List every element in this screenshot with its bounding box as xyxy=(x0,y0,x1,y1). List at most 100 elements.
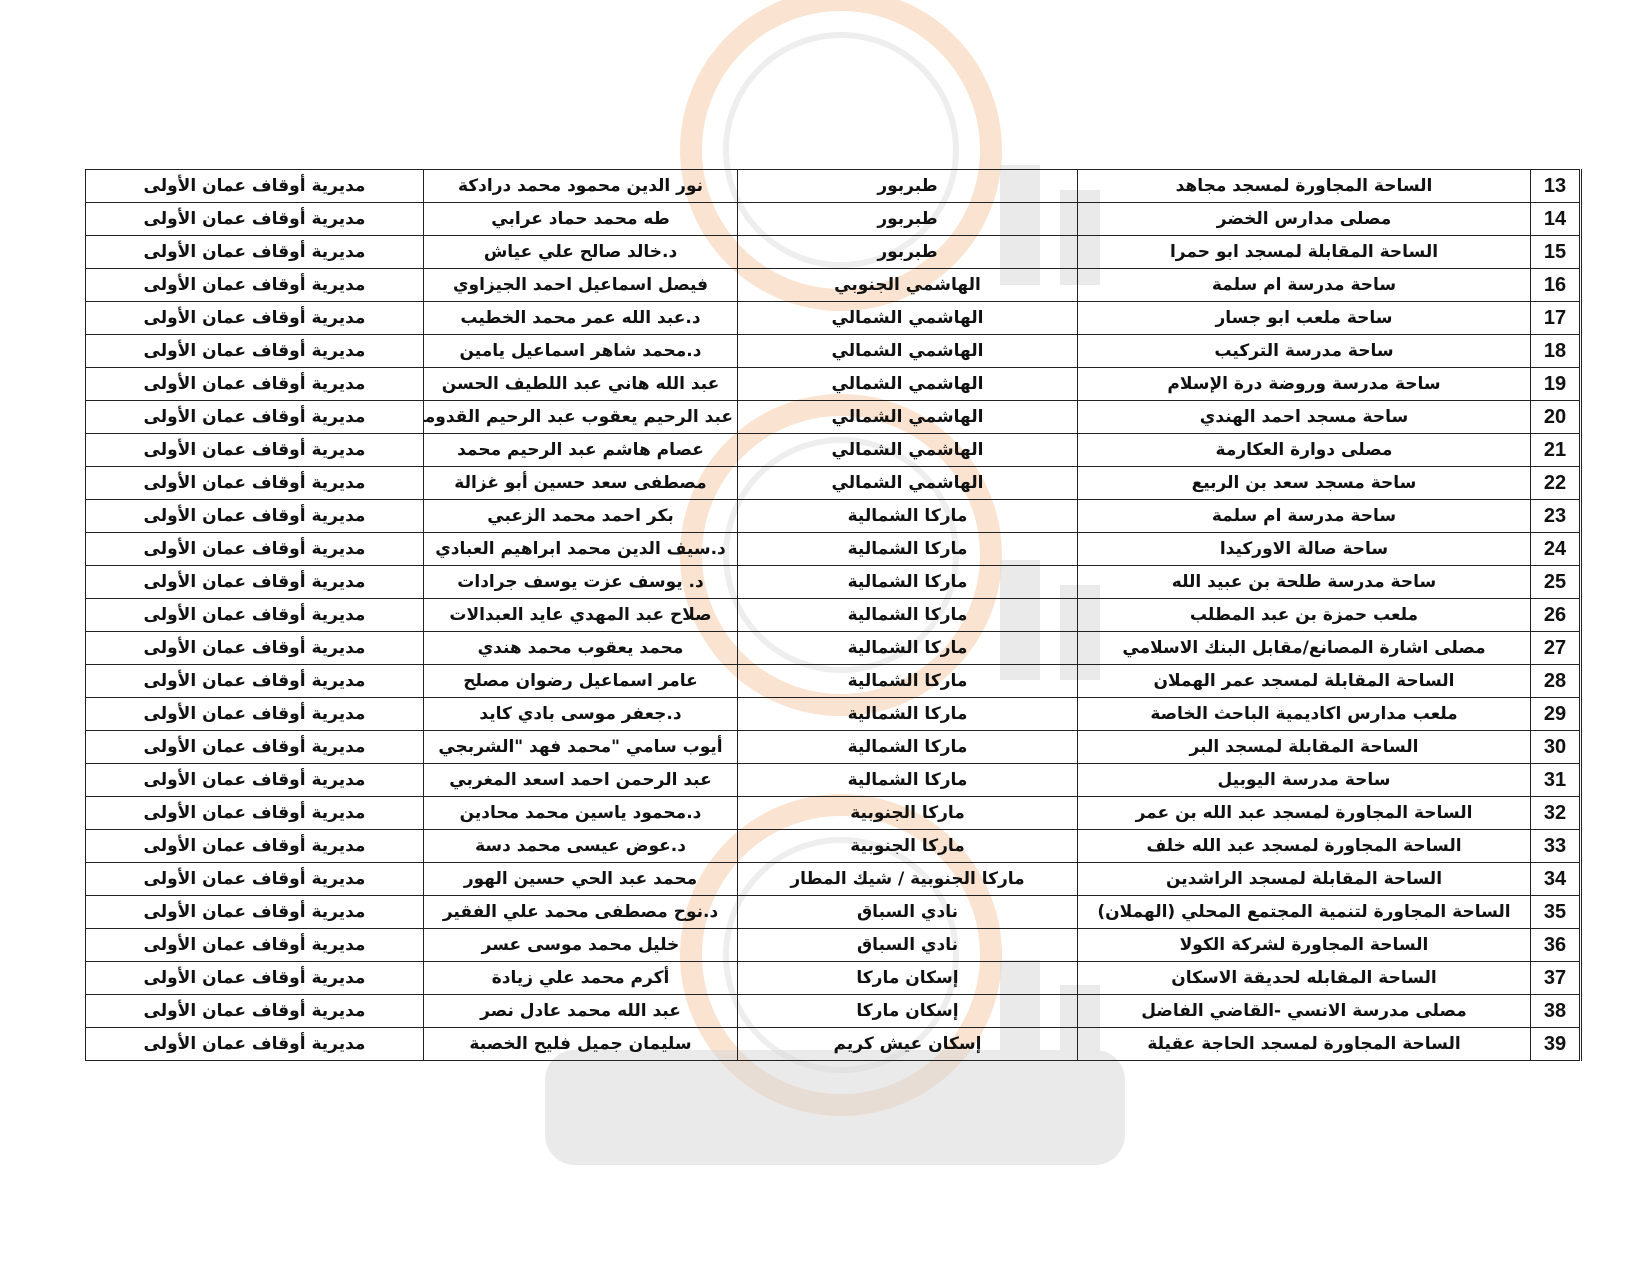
area-cell: ماركا الشمالية xyxy=(737,730,1078,764)
location-cell: ملعب حمزة بن عبد المطلب xyxy=(1077,598,1531,632)
directorate-cell: مديرية أوقاف عمان الأولى xyxy=(85,565,424,599)
location-cell: مصلى مدارس الخضر xyxy=(1077,202,1531,236)
assignments-table: 13 الساحة المجاورة لمسجد مجاهد طبربور نور ا… xyxy=(85,169,1582,1061)
preacher-name-cell: د. يوسف عزت يوسف جرادات xyxy=(423,565,738,599)
location-cell: مصلى مدرسة الانسي -القاضي الفاضل xyxy=(1077,994,1531,1028)
row-number: 33 xyxy=(1530,829,1581,863)
table-row: 32 الساحة المجاورة لمسجد عبد الله بن عمر م… xyxy=(85,796,1581,830)
directorate-cell: مديرية أوقاف عمان الأولى xyxy=(85,796,424,830)
row-number: 28 xyxy=(1530,664,1581,698)
location-cell: ساحة صالة الاوركيدا xyxy=(1077,532,1531,566)
area-cell: ماركا الشمالية xyxy=(737,598,1078,632)
area-cell: ماركا الشمالية xyxy=(737,763,1078,797)
area-cell: الهاشمي الشمالي xyxy=(737,433,1078,467)
directorate-cell: مديرية أوقاف عمان الأولى xyxy=(85,730,424,764)
row-number: 18 xyxy=(1530,334,1581,368)
directorate-cell: مديرية أوقاف عمان الأولى xyxy=(85,301,424,335)
preacher-name-cell: د.عبد الله عمر محمد الخطيب xyxy=(423,301,738,335)
row-number: 19 xyxy=(1530,367,1581,401)
table-row: 34 الساحة المقابلة لمسجد الراشدين ماركا ال… xyxy=(85,862,1581,896)
row-number: 25 xyxy=(1530,565,1581,599)
location-cell: ساحة مدرسة ام سلمة xyxy=(1077,268,1531,302)
area-cell: طبربور xyxy=(737,202,1078,236)
table-row: 17 ساحة ملعب ابو جسار الهاشمي الشمالي د.عبد… xyxy=(85,301,1581,335)
row-number: 20 xyxy=(1530,400,1581,434)
row-number: 31 xyxy=(1530,763,1581,797)
directorate-cell: مديرية أوقاف عمان الأولى xyxy=(85,532,424,566)
area-cell: طبربور xyxy=(737,235,1078,269)
location-cell: ساحة ملعب ابو جسار xyxy=(1077,301,1531,335)
table-row: 31 ساحة مدرسة اليوبيل ماركا الشمالية عبد ال… xyxy=(85,763,1581,797)
area-cell: طبربور xyxy=(737,169,1078,203)
table-row: 20 ساحة مسجد احمد الهندي الهاشمي الشمالي عب… xyxy=(85,400,1581,434)
preacher-name-cell: خليل محمد موسى عسر xyxy=(423,928,738,962)
directorate-cell: مديرية أوقاف عمان الأولى xyxy=(85,598,424,632)
area-cell: الهاشمي الشمالي xyxy=(737,301,1078,335)
row-number: 30 xyxy=(1530,730,1581,764)
location-cell: ساحة مدرسة التركيب xyxy=(1077,334,1531,368)
directorate-cell: مديرية أوقاف عمان الأولى xyxy=(85,268,424,302)
preacher-name-cell: فيصل اسماعيل احمد الجيزاوي xyxy=(423,268,738,302)
area-cell: ماركا الشمالية xyxy=(737,499,1078,533)
preacher-name-cell: د.عوض عيسى محمد دسة xyxy=(423,829,738,863)
location-cell: الساحة المقابلة لمسجد الراشدين xyxy=(1077,862,1531,896)
row-number: 32 xyxy=(1530,796,1581,830)
preacher-name-cell: أيوب سامي "محمد فهد "الشربجي xyxy=(423,730,738,764)
area-cell: إسكان عيش كريم xyxy=(737,1027,1078,1061)
location-cell: ساحة مسجد احمد الهندي xyxy=(1077,400,1531,434)
location-cell: ملعب مدارس اكاديمية الباحث الخاصة xyxy=(1077,697,1531,731)
table-row: 33 الساحة المجاورة لمسجد عبد الله خلف مارك… xyxy=(85,829,1581,863)
area-cell: ماركا الجنوبية / شيك المطار xyxy=(737,862,1078,896)
table-row: 18 ساحة مدرسة التركيب الهاشمي الشمالي د.محم… xyxy=(85,334,1581,368)
row-number: 38 xyxy=(1530,994,1581,1028)
directorate-cell: مديرية أوقاف عمان الأولى xyxy=(85,664,424,698)
preacher-name-cell: د.سيف الدين محمد ابراهيم العبادي xyxy=(423,532,738,566)
preacher-name-cell: سليمان جميل فليح الخصبة xyxy=(423,1027,738,1061)
directorate-cell: مديرية أوقاف عمان الأولى xyxy=(85,334,424,368)
table-row: 16 ساحة مدرسة ام سلمة الهاشمي الجنوبي فيصل … xyxy=(85,268,1581,302)
table-row: 21 مصلى دوارة العكارمة الهاشمي الشمالي عصام… xyxy=(85,433,1581,467)
location-cell: الساحة المقابله لحديقة الاسكان xyxy=(1077,961,1531,995)
location-cell: ساحة مدرسة طلحة بن عبيد الله xyxy=(1077,565,1531,599)
table-row: 24 ساحة صالة الاوركيدا ماركا الشمالية د.سيف… xyxy=(85,532,1581,566)
location-cell: ساحة مدرسة وروضة درة الإسلام xyxy=(1077,367,1531,401)
preacher-name-cell: د.نوح مصطفى محمد علي الفقير xyxy=(423,895,738,929)
area-cell: الهاشمي الشمالي xyxy=(737,334,1078,368)
row-number: 13 xyxy=(1530,169,1581,203)
location-cell: الساحة المقابلة لمسجد عمر الهملان xyxy=(1077,664,1531,698)
directorate-cell: مديرية أوقاف عمان الأولى xyxy=(85,895,424,929)
area-cell: إسكان ماركا xyxy=(737,994,1078,1028)
table-row: 27 مصلى اشارة المصانع/مقابل البنك الاسلام… xyxy=(85,631,1581,665)
preacher-name-cell: صلاح عبد المهدي عايد العبدالات xyxy=(423,598,738,632)
location-cell: الساحة المجاورة لمسجد مجاهد xyxy=(1077,169,1531,203)
location-cell: مصلى دوارة العكارمة xyxy=(1077,433,1531,467)
table-row: 23 ساحة مدرسة ام سلمة ماركا الشمالية بكر اح… xyxy=(85,499,1581,533)
directorate-cell: مديرية أوقاف عمان الأولى xyxy=(85,763,424,797)
area-cell: ماركا الجنوبية xyxy=(737,796,1078,830)
location-cell: ساحة مدرسة اليوبيل xyxy=(1077,763,1531,797)
table-row: 15 الساحة المقابلة لمسجد ابو حمرا طبربور د.… xyxy=(85,235,1581,269)
preacher-name-cell: محمد يعقوب محمد هندي xyxy=(423,631,738,665)
row-number: 22 xyxy=(1530,466,1581,500)
row-number: 35 xyxy=(1530,895,1581,929)
table-row: 37 الساحة المقابله لحديقة الاسكان إسكان ما… xyxy=(85,961,1581,995)
preacher-name-cell: عبد الرحمن احمد اسعد المغربي xyxy=(423,763,738,797)
location-cell: الساحة المجاورة لمسجد الحاجة عقيلة xyxy=(1077,1027,1531,1061)
table-row: 36 الساحة المجاورة لشركة الكولا نادي السبا… xyxy=(85,928,1581,962)
location-cell: ساحة مدرسة ام سلمة xyxy=(1077,499,1531,533)
preacher-name-cell: د.خالد صالح علي عياش xyxy=(423,235,738,269)
area-cell: ماركا الشمالية xyxy=(737,532,1078,566)
location-cell: الساحة المجاورة لمسجد عبد الله خلف xyxy=(1077,829,1531,863)
location-cell: مصلى اشارة المصانع/مقابل البنك الاسلامي xyxy=(1077,631,1531,665)
directorate-cell: مديرية أوقاف عمان الأولى xyxy=(85,697,424,731)
table-row: 13 الساحة المجاورة لمسجد مجاهد طبربور نور ا… xyxy=(85,169,1581,203)
preacher-name-cell: د.محمود ياسين محمد محادين xyxy=(423,796,738,830)
directorate-cell: مديرية أوقاف عمان الأولى xyxy=(85,433,424,467)
directorate-cell: مديرية أوقاف عمان الأولى xyxy=(85,961,424,995)
location-cell: الساحة المقابلة لمسجد البر xyxy=(1077,730,1531,764)
directorate-cell: مديرية أوقاف عمان الأولى xyxy=(85,862,424,896)
area-cell: نادي السباق xyxy=(737,928,1078,962)
directorate-cell: مديرية أوقاف عمان الأولى xyxy=(85,202,424,236)
row-number: 15 xyxy=(1530,235,1581,269)
area-cell: الهاشمي الشمالي xyxy=(737,466,1078,500)
